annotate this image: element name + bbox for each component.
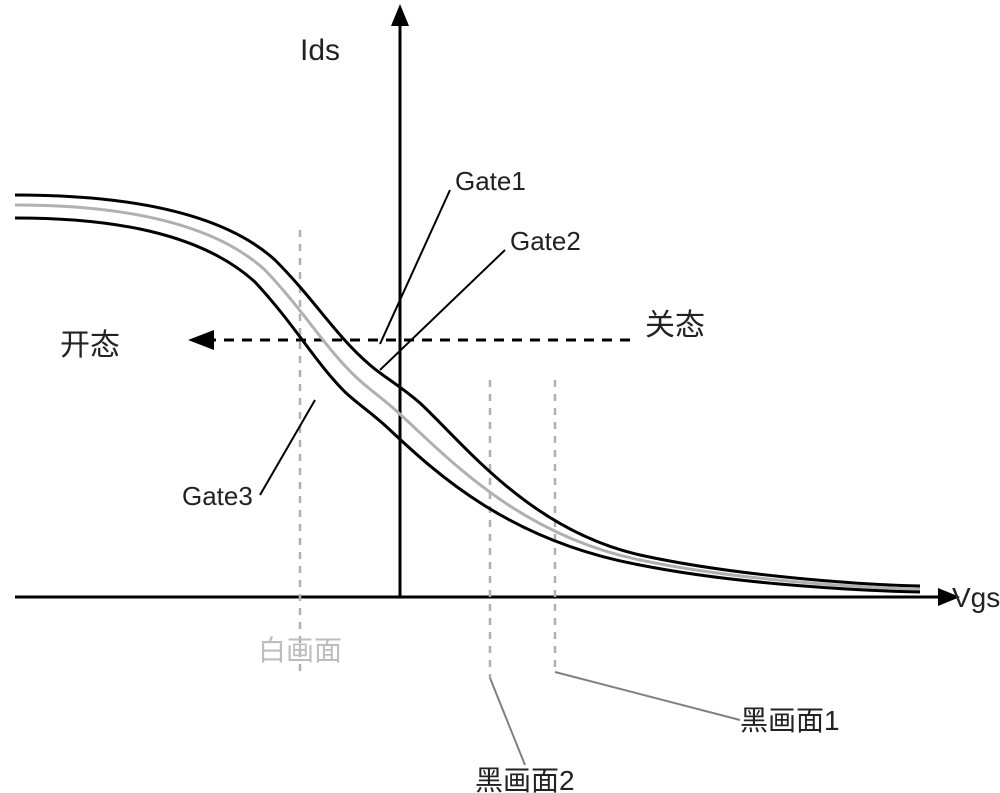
gate3-label: Gate3 bbox=[182, 481, 253, 511]
gate1-label: Gate1 bbox=[455, 166, 526, 196]
gate3-leader bbox=[260, 400, 315, 495]
x-axis-label: Vgs bbox=[952, 582, 1000, 613]
black2-label: 黑画面2 bbox=[475, 765, 575, 793]
gate2-curve bbox=[15, 205, 920, 589]
on-state-label: 开态 bbox=[60, 329, 120, 362]
state-arrow-head-icon bbox=[188, 330, 214, 350]
iv-curve-figure: Vgs Ids 开态 关态 Gate1 Gate2 Gate3 白画面 黑画面1… bbox=[0, 0, 1000, 793]
white-screen-label: 白画面 bbox=[258, 635, 342, 666]
black1-label: 黑画面1 bbox=[740, 705, 840, 736]
gate1-curve bbox=[15, 195, 920, 586]
gate2-label: Gate2 bbox=[510, 226, 581, 256]
black1-leader bbox=[555, 672, 740, 720]
off-state-label: 关态 bbox=[645, 309, 705, 342]
y-axis-label: Ids bbox=[300, 34, 340, 67]
y-axis-arrow-icon bbox=[391, 4, 409, 26]
gate3-curve bbox=[15, 218, 920, 592]
black2-leader bbox=[490, 678, 525, 765]
gate1-leader bbox=[380, 190, 450, 344]
